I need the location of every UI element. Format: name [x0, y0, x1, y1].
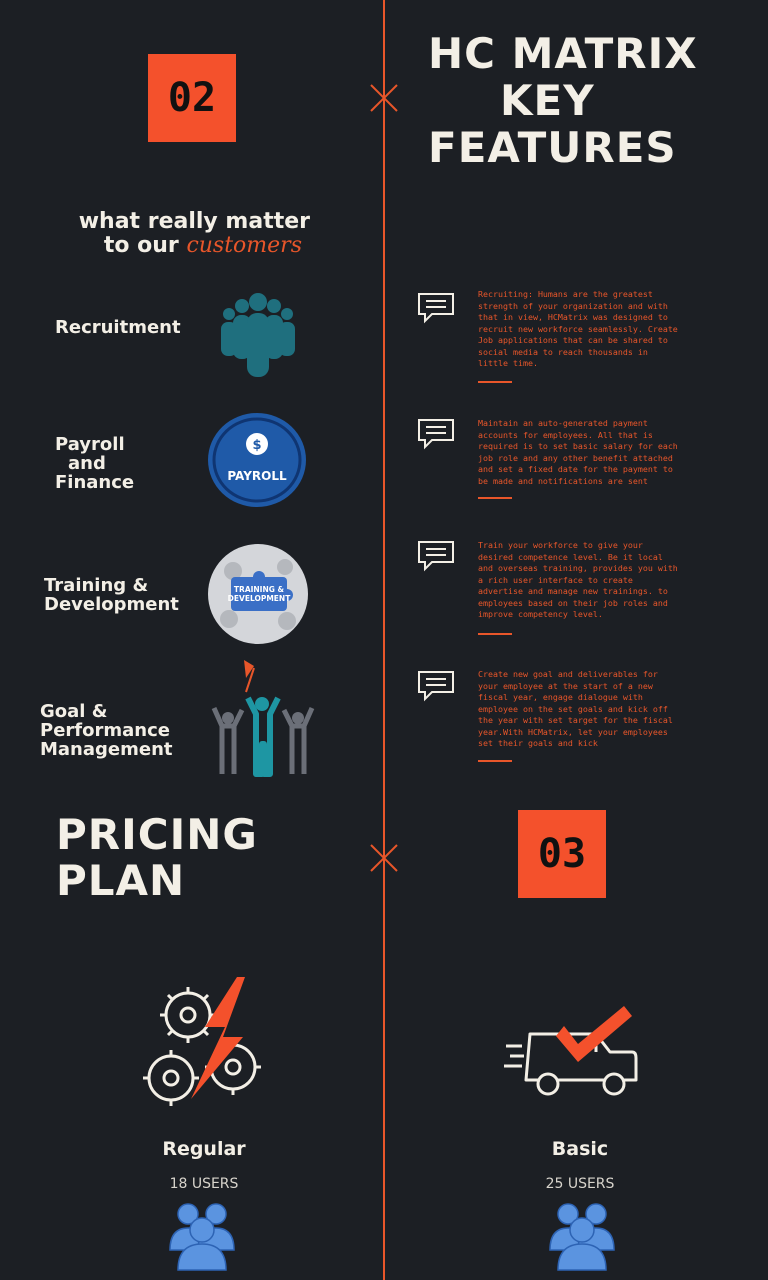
comment-icon: [418, 671, 454, 702]
comment-icon: [418, 293, 454, 324]
delivery-truck-check-icon: [504, 1006, 638, 1096]
plan-users-basic: 25 USERS: [545, 1176, 615, 1192]
payroll-icon-text: PAYROLL: [227, 469, 287, 483]
training-puzzle-icon: TRAINING & DEVELOPMENT: [207, 543, 309, 645]
team-goal-flag-icon: [211, 660, 315, 777]
feature-label-payroll: Payroll and Finance: [55, 434, 135, 493]
people-group-icon: [221, 293, 295, 377]
feature-description-recruitment: Recruiting: Humans are the greatest stre…: [478, 289, 678, 368]
timeline-line: [383, 0, 385, 1280]
pricing-plan-title: PRICING PLAN: [56, 812, 258, 904]
plan-name-regular: Regular: [162, 1138, 246, 1160]
training-icon-text: TRAINING &: [233, 585, 285, 594]
feature-label-goal: Goal & Performance Management: [40, 701, 173, 760]
timeline-cross-icon: [370, 84, 398, 112]
gears-lightning-icon: [143, 977, 261, 1106]
timeline-cross-icon: [370, 844, 398, 872]
title-line: FEATURES: [428, 123, 677, 172]
users-group-icon: [169, 1203, 235, 1271]
description-divider: [478, 497, 512, 499]
feature-label-recruitment: Recruitment: [55, 317, 181, 338]
feature-label-training: Training & Development: [44, 575, 179, 615]
feature-description-payroll: Maintain an auto-generated payment accou…: [478, 418, 678, 486]
title-line: PLAN: [56, 856, 186, 905]
description-divider: [478, 633, 512, 635]
description-divider: [478, 760, 512, 762]
users-group-icon: [549, 1203, 615, 1271]
feature-description-training: Train your workforce to give your desire…: [478, 540, 678, 619]
feature-description-goal: Create new goal and deliverables for you…: [478, 669, 673, 748]
title-line: KEY: [500, 76, 595, 125]
title-line: HC MATRIX: [428, 29, 698, 78]
tagline-accent: customers: [186, 233, 302, 258]
comment-icon: [418, 541, 454, 572]
description-divider: [478, 381, 512, 383]
title-line: PRICING: [56, 810, 258, 859]
tagline-prefix: to our: [103, 233, 179, 258]
section-number-badge: 03: [518, 810, 606, 898]
section-number-badge: 02: [148, 54, 236, 142]
tagline: what really matter to our customers: [60, 210, 310, 258]
payroll-badge-icon: $ PAYROLL: [207, 412, 307, 508]
svg-text:$: $: [252, 438, 261, 453]
comment-icon: [418, 419, 454, 450]
tagline-line: what really matter: [78, 209, 310, 234]
training-icon-text: DEVELOPMENT: [227, 594, 291, 603]
plan-name-basic: Basic: [551, 1138, 609, 1160]
key-features-title: HC MATRIX KEY FEATURES: [428, 30, 728, 171]
plan-users-regular: 18 USERS: [169, 1176, 239, 1192]
